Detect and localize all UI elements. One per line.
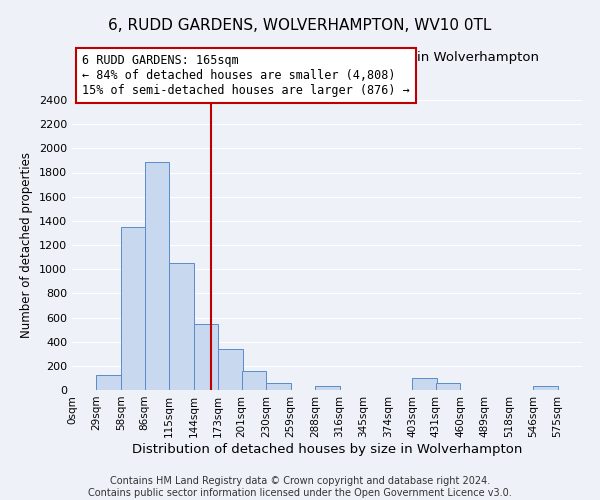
Bar [412,378,437,390]
Bar [145,162,169,390]
Bar [315,386,340,390]
Bar [533,386,557,390]
Y-axis label: Number of detached properties: Number of detached properties [20,152,34,338]
Bar [266,383,290,390]
Text: Contains HM Land Registry data © Crown copyright and database right 2024.
Contai: Contains HM Land Registry data © Crown c… [88,476,512,498]
X-axis label: Distribution of detached houses by size in Wolverhampton: Distribution of detached houses by size … [132,442,522,456]
Text: 6, RUDD GARDENS, WOLVERHAMPTON, WV10 0TL: 6, RUDD GARDENS, WOLVERHAMPTON, WV10 0TL [109,18,491,32]
Bar [218,349,242,390]
Bar [194,324,218,390]
Title: Size of property relative to detached houses in Wolverhampton: Size of property relative to detached ho… [115,51,539,64]
Bar [169,263,194,390]
Text: 6 RUDD GARDENS: 165sqm
← 84% of detached houses are smaller (4,808)
15% of semi-: 6 RUDD GARDENS: 165sqm ← 84% of detached… [82,54,410,97]
Bar [97,375,121,390]
Bar [436,383,460,390]
Bar [121,227,145,390]
Bar [242,370,266,390]
